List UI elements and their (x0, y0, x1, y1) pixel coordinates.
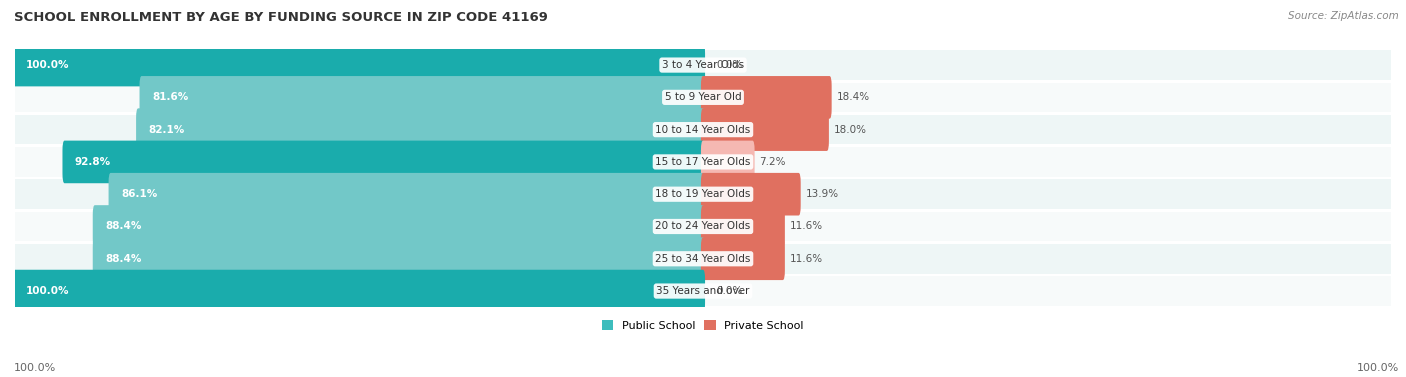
FancyBboxPatch shape (702, 108, 830, 151)
Text: 13.9%: 13.9% (806, 189, 838, 199)
Bar (15, 179, 1391, 209)
Bar (15, 211, 1391, 241)
Legend: Public School, Private School: Public School, Private School (598, 316, 808, 335)
Text: 100.0%: 100.0% (25, 286, 69, 296)
Text: 35 Years and over: 35 Years and over (657, 286, 749, 296)
FancyBboxPatch shape (702, 173, 800, 216)
Bar (15, 276, 1391, 306)
Text: 20 to 24 Year Olds: 20 to 24 Year Olds (655, 222, 751, 231)
Bar (15, 244, 1391, 274)
Text: 92.8%: 92.8% (75, 157, 111, 167)
Text: 5 to 9 Year Old: 5 to 9 Year Old (665, 92, 741, 102)
Text: 11.6%: 11.6% (790, 254, 823, 264)
FancyBboxPatch shape (93, 205, 704, 248)
Text: 7.2%: 7.2% (759, 157, 786, 167)
Text: 82.1%: 82.1% (149, 125, 184, 135)
Text: Source: ZipAtlas.com: Source: ZipAtlas.com (1288, 11, 1399, 21)
Text: 25 to 34 Year Olds: 25 to 34 Year Olds (655, 254, 751, 264)
FancyBboxPatch shape (702, 205, 785, 248)
Text: 15 to 17 Year Olds: 15 to 17 Year Olds (655, 157, 751, 167)
Text: 88.4%: 88.4% (105, 254, 142, 264)
FancyBboxPatch shape (93, 238, 704, 280)
Bar (15, 83, 1391, 112)
Text: 100.0%: 100.0% (1357, 363, 1399, 373)
Bar (15, 50, 1391, 80)
Text: 86.1%: 86.1% (121, 189, 157, 199)
FancyBboxPatch shape (702, 141, 755, 183)
FancyBboxPatch shape (702, 76, 832, 119)
Text: 88.4%: 88.4% (105, 222, 142, 231)
Text: 3 to 4 Year Olds: 3 to 4 Year Olds (662, 60, 744, 70)
Text: 18.4%: 18.4% (837, 92, 869, 102)
Text: 18.0%: 18.0% (834, 125, 866, 135)
Text: 10 to 14 Year Olds: 10 to 14 Year Olds (655, 125, 751, 135)
Bar (15, 147, 1391, 177)
FancyBboxPatch shape (62, 141, 704, 183)
Text: 11.6%: 11.6% (790, 222, 823, 231)
Text: 0.0%: 0.0% (717, 286, 742, 296)
FancyBboxPatch shape (136, 108, 704, 151)
Text: SCHOOL ENROLLMENT BY AGE BY FUNDING SOURCE IN ZIP CODE 41169: SCHOOL ENROLLMENT BY AGE BY FUNDING SOUR… (14, 11, 548, 24)
Text: 100.0%: 100.0% (25, 60, 69, 70)
Text: 18 to 19 Year Olds: 18 to 19 Year Olds (655, 189, 751, 199)
FancyBboxPatch shape (139, 76, 704, 119)
Text: 0.0%: 0.0% (717, 60, 742, 70)
Text: 100.0%: 100.0% (14, 363, 56, 373)
Bar (15, 115, 1391, 144)
FancyBboxPatch shape (13, 270, 704, 313)
FancyBboxPatch shape (13, 44, 704, 86)
FancyBboxPatch shape (702, 238, 785, 280)
FancyBboxPatch shape (108, 173, 704, 216)
Text: 81.6%: 81.6% (152, 92, 188, 102)
